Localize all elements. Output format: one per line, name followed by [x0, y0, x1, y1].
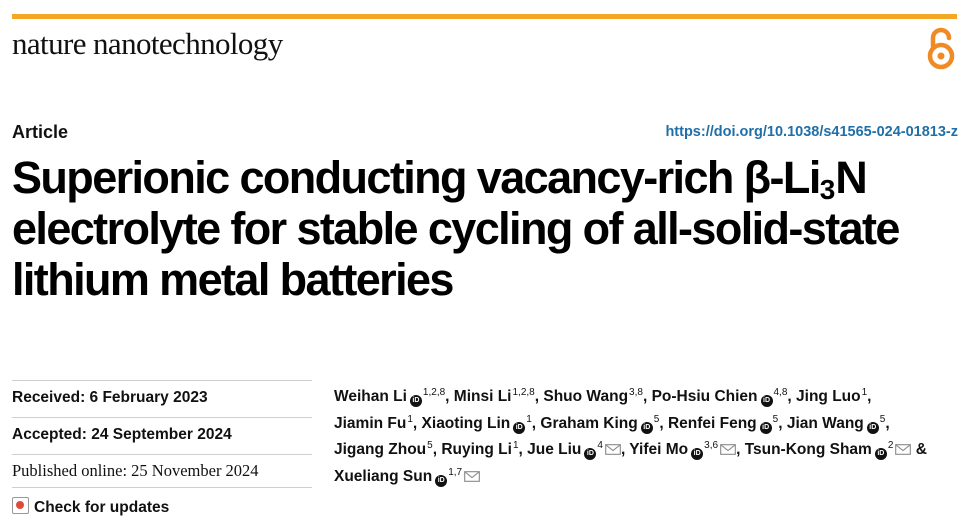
journal-name[interactable]: nature nanotechnology: [12, 26, 283, 61]
author-name[interactable]: Po-Hsiu Chien: [651, 388, 758, 405]
orcid-icon[interactable]: iD: [759, 421, 772, 434]
affiliation-superscript: 1,2,8: [512, 387, 535, 398]
divider: [12, 417, 312, 418]
orcid-icon[interactable]: iD: [760, 395, 773, 407]
author-name[interactable]: Jiamin Fu: [334, 414, 407, 432]
author-name[interactable]: Xueliang Sun: [334, 467, 433, 485]
affiliation-superscript: 3,8: [629, 387, 643, 398]
affiliation-superscript: 1: [861, 387, 868, 398]
affiliation-superscript: 4: [597, 440, 603, 451]
orcid-icon[interactable]: iD: [409, 395, 422, 407]
orcid-icon[interactable]: iD: [640, 421, 653, 434]
author-name[interactable]: Jing Luo: [796, 388, 861, 405]
orcid-icon[interactable]: iD: [513, 421, 526, 434]
affiliation-superscript: 2: [887, 440, 894, 451]
divider: [12, 380, 312, 381]
author-name[interactable]: Tsun-Kong Sham: [744, 441, 872, 458]
doi-link[interactable]: https://doi.org/10.1038/s41565-024-01813…: [665, 124, 958, 140]
affiliation-superscript: 3,6: [704, 440, 719, 451]
email-icon[interactable]: [605, 444, 621, 455]
divider: [12, 487, 312, 488]
author-name[interactable]: Jue Liu: [527, 441, 582, 458]
author-name[interactable]: Graham King: [540, 414, 638, 432]
affiliation-superscript: 5: [427, 440, 433, 451]
email-icon[interactable]: [464, 470, 480, 482]
published-date: Published online: 25 November 2024: [12, 461, 259, 480]
title-line-3: lithium metal batteries: [12, 254, 454, 305]
affiliation-superscript: 1,7: [448, 466, 463, 478]
received-date: Received: 6 February 2023: [12, 389, 208, 406]
affiliation-superscript: 1: [407, 413, 413, 425]
email-icon[interactable]: [720, 444, 736, 455]
author-line: Jiamin Fu1, Xiaoting Lin iD1, Graham King…: [334, 413, 890, 434]
affiliation-superscript: 5: [772, 413, 779, 425]
affiliation-superscript: 1: [512, 440, 519, 451]
divider: [12, 454, 312, 455]
open-access-lock-icon: [927, 27, 955, 70]
title-line-1: Superionic conducting vacancy-rich β-Li3…: [12, 152, 868, 205]
article-title: Superionic conducting vacancy-rich β-Li3…: [12, 152, 962, 305]
affiliation-superscript: 5: [879, 413, 886, 425]
author-line: Weihan Li iD1,2,8, Minsi Li1,2,8, Shuo Wa…: [334, 387, 872, 407]
article-type: Article: [12, 122, 69, 142]
author-name[interactable]: Renfei Feng: [667, 414, 757, 432]
author-list: Weihan Li iD1,2,8, Minsi Li1,2,8, Shuo Wa…: [334, 384, 964, 490]
author-name[interactable]: Yifei Mo: [629, 441, 689, 458]
author-name[interactable]: Minsi Li: [453, 388, 512, 405]
author-line: Jigang Zhou5, Ruying Li1, Jue Liu iD4, Yi…: [334, 440, 927, 460]
crossmark-icon: [12, 497, 29, 514]
orcid-icon[interactable]: iD: [691, 448, 704, 460]
email-icon[interactable]: [895, 444, 912, 455]
affiliation-superscript: 1,2,8: [422, 387, 446, 398]
author-name[interactable]: Ruying Li: [441, 441, 512, 458]
title-line-2: electrolyte for stable cycling of all-so…: [12, 203, 900, 254]
author-name[interactable]: Jigang Zhou: [334, 441, 427, 458]
author-name[interactable]: Weihan Li: [334, 388, 407, 405]
accepted-date: Accepted: 24 September 2024: [12, 426, 232, 443]
affiliation-superscript: 5: [653, 413, 660, 425]
author-name[interactable]: Jian Wang: [786, 414, 864, 432]
author-line: Xueliang Sun iD1,7: [334, 464, 964, 491]
orcid-icon[interactable]: iD: [866, 421, 879, 434]
journal-accent-bar: [12, 14, 957, 19]
affiliation-superscript: 1: [526, 413, 532, 425]
orcid-icon[interactable]: iD: [874, 448, 887, 460]
author-name[interactable]: Shuo Wang: [543, 388, 629, 405]
check-for-updates-button[interactable]: Check for updates: [12, 497, 169, 517]
orcid-icon[interactable]: iD: [435, 474, 448, 487]
affiliation-superscript: 4,8: [773, 387, 788, 398]
orcid-icon[interactable]: iD: [584, 448, 597, 460]
author-name[interactable]: Xiaoting Lin: [421, 414, 511, 432]
